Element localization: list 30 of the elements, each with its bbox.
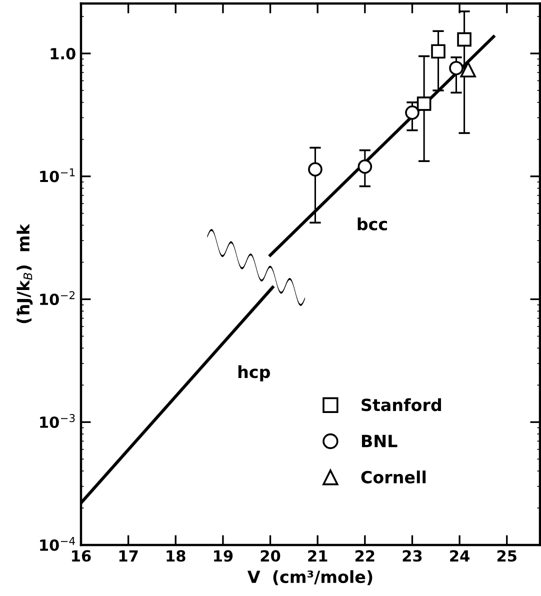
y-tick-label: 10$^{−3}$ <box>40 414 75 428</box>
x-tick-label: 18 <box>166 550 186 562</box>
annotation: hcp <box>238 365 270 382</box>
y-tick-label: 10$^{−4}$ <box>40 537 75 551</box>
legend-label: Stanford <box>362 398 441 412</box>
y-tick-label: 10$^{−1}$ <box>40 168 75 182</box>
point <box>431 44 446 59</box>
x-tick-label: 21 <box>308 550 328 562</box>
legend-label: BNL <box>362 434 398 448</box>
point <box>460 62 476 78</box>
y-axis-title: (ħJ/k$_{B}$) mk <box>16 224 33 324</box>
x-tick-label: 24 <box>450 550 470 562</box>
x-tick-label: 16 <box>72 550 91 562</box>
point <box>405 105 420 120</box>
annotation: bcc <box>358 217 387 230</box>
point <box>449 60 464 76</box>
legend-label: Cornell <box>361 470 426 484</box>
x-tick-label: 22 <box>355 550 374 562</box>
x-axis-title: V (cm³/mole) <box>247 570 372 586</box>
point <box>457 32 472 47</box>
x-tick-label: 20 <box>260 550 280 562</box>
x-tick-label: 23 <box>402 550 422 562</box>
x-tick-label: 25 <box>497 550 516 562</box>
point <box>308 162 322 177</box>
point <box>358 159 372 174</box>
y-tick-label: 10$^{−2}$ <box>40 291 75 306</box>
y-tick-label: 1.0 <box>50 48 76 60</box>
x-tick-label: 17 <box>119 550 138 562</box>
x-tick-label: 19 <box>214 550 233 562</box>
point <box>416 96 432 111</box>
